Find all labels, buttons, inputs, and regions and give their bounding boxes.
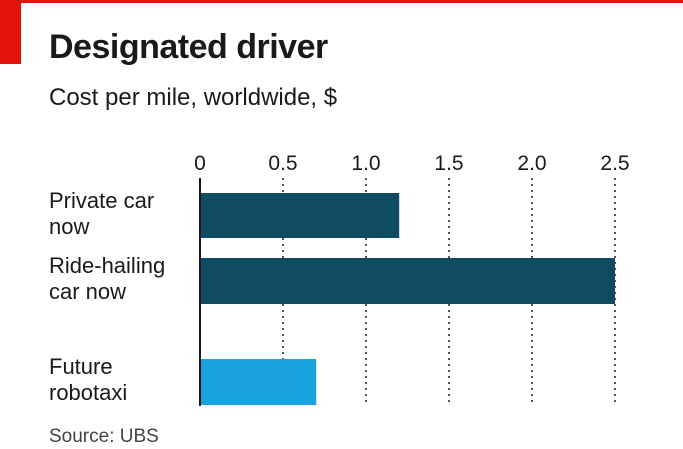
bars	[200, 193, 615, 405]
x-tick-label: 2.0	[517, 152, 546, 175]
bar	[200, 193, 400, 238]
category-label: now	[49, 214, 89, 239]
x-tick-label: 1.5	[434, 152, 463, 175]
x-tick-labels: 0 0.5 1.0 1.5 2.0 2.5	[194, 152, 629, 175]
bar	[200, 258, 615, 304]
x-tick-label: 1.0	[351, 152, 380, 175]
category-label: car now	[49, 279, 126, 304]
category-label: robotaxi	[49, 380, 127, 405]
top-rule	[0, 0, 683, 3]
brand-tab	[0, 3, 21, 64]
source-note: Source: UBS	[49, 426, 159, 447]
category-label: Future	[49, 354, 113, 379]
category-label: Private car	[49, 188, 154, 213]
chart-title: Designated driver	[49, 28, 328, 66]
bar	[200, 359, 317, 405]
x-tick-label: 0	[194, 152, 206, 175]
x-tick-label: 2.5	[600, 152, 629, 175]
chart-subtitle: Cost per mile, worldwide, $	[49, 84, 338, 111]
x-tick-label: 0.5	[268, 152, 297, 175]
category-label: Ride-hailing	[49, 253, 165, 278]
